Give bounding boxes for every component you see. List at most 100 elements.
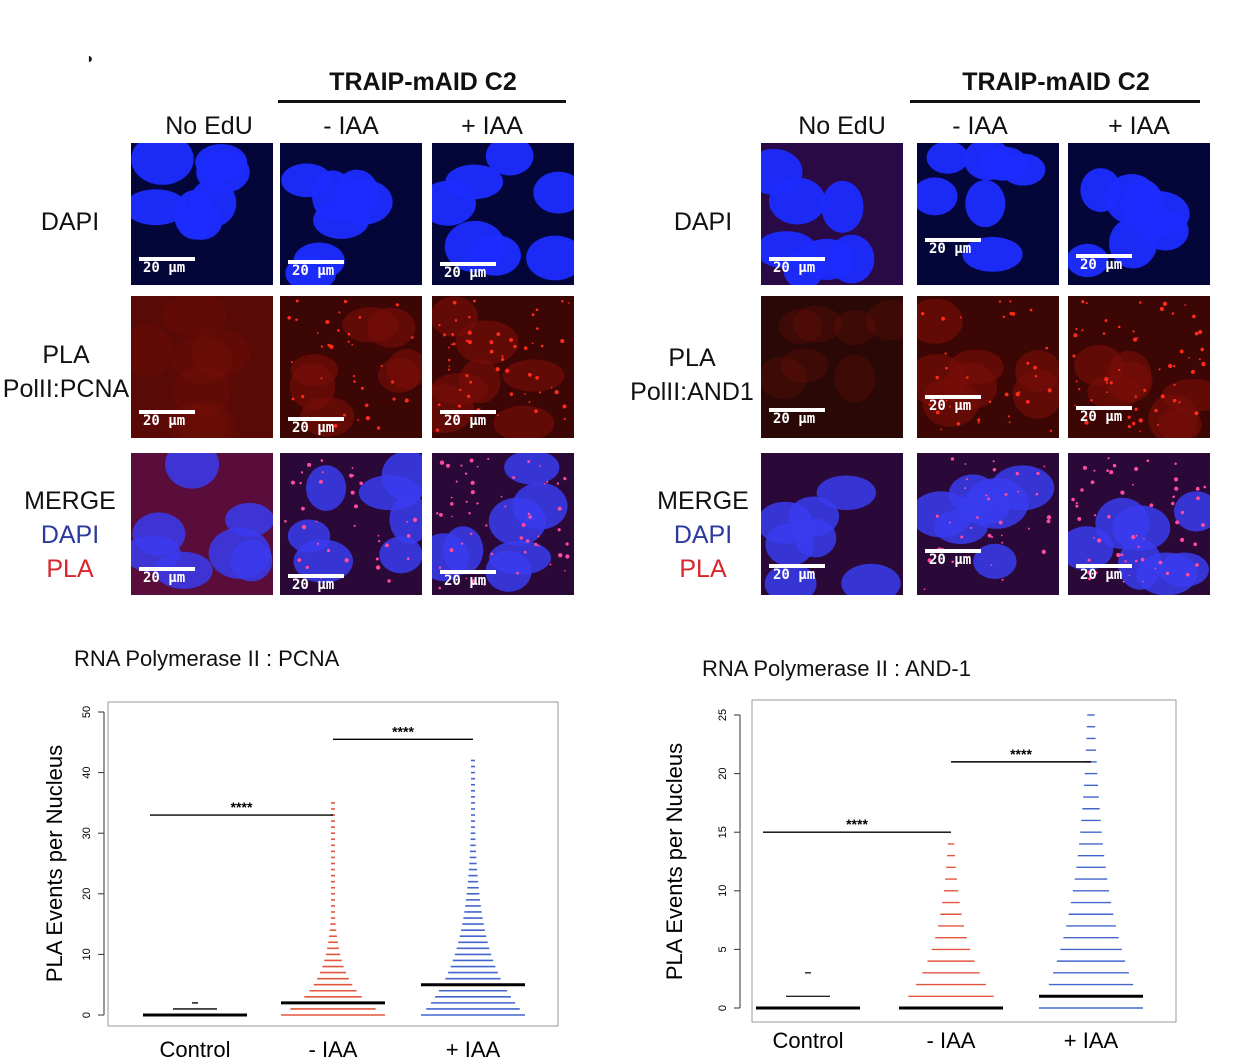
left-col-label-minus-iaa: - IAA <box>323 112 379 140</box>
y-tick-label: 5 <box>717 946 729 952</box>
scale-bar-label: 20 μm <box>143 413 186 429</box>
significance-label: **** <box>1010 746 1032 762</box>
significance-label: **** <box>846 816 868 832</box>
right-image-pla-no-edu: 20 μm <box>761 296 903 438</box>
scale-bar <box>139 567 195 571</box>
chart-left-title: RNA Polymerase II : PCNA <box>74 646 340 671</box>
right-row-label-merge: MERGE DAPI PLA <box>657 487 749 583</box>
y-tick-label: 0 <box>717 1005 729 1011</box>
left-image-pla-no-edu: 20 μm <box>131 296 273 438</box>
right-image-merge-minus-iaa: 20 μm <box>917 453 1059 595</box>
scale-bar-label: 20 μm <box>773 411 816 427</box>
scale-bar-label: 20 μm <box>444 573 487 589</box>
scale-bar <box>440 262 496 266</box>
left-image-merge-plus-iaa: 20 μm <box>432 453 574 595</box>
x-category-label-control: Control <box>773 1028 844 1053</box>
scale-bar <box>769 564 825 568</box>
left-image-pla-plus-iaa: 20 μm <box>432 296 574 438</box>
scale-bar-label: 20 μm <box>929 552 972 568</box>
left-col-label-plus-iaa: + IAA <box>461 112 523 140</box>
scale-bar <box>925 395 981 399</box>
x-category-label-control: Control <box>160 1037 231 1062</box>
scale-bar <box>288 417 344 421</box>
right-image-pla-plus-iaa: 20 μm <box>1068 296 1210 438</box>
right-image-dapi-minus-iaa: 20 μm <box>917 143 1059 285</box>
y-axis-label: PLA Events per Nucleus <box>662 743 687 980</box>
y-tick-label: 20 <box>717 767 729 779</box>
left-image-pla-minus-iaa: 20 μm <box>280 296 422 438</box>
scale-bar <box>769 257 825 261</box>
scale-bar <box>440 570 496 574</box>
scale-bar <box>1076 406 1132 410</box>
right-group-title: TRAIP-mAID C2 <box>962 68 1150 96</box>
scale-bar-label: 20 μm <box>929 398 972 414</box>
left-image-merge-no-edu: 20 μm <box>131 453 273 595</box>
scale-bar-label: 20 μm <box>1080 409 1123 425</box>
scale-bar-label: 20 μm <box>292 263 335 279</box>
plot-frame <box>107 701 559 1027</box>
right-image-merge-plus-iaa: 20 μm <box>1068 453 1210 595</box>
scale-bar <box>925 549 981 553</box>
left-image-dapi-minus-iaa: 20 μm <box>280 143 422 285</box>
scale-bar-label: 20 μm <box>143 260 186 276</box>
right-col-label-plus-iaa: + IAA <box>1108 112 1170 140</box>
y-tick-label: 20 <box>81 888 93 900</box>
right-col-label-no-edu: No EdU <box>798 112 886 140</box>
plot-frame <box>751 699 1177 1023</box>
left-row-label-pla: PLA PolII:PCNA <box>2 341 130 403</box>
scale-bar-label: 20 μm <box>143 570 186 586</box>
right-group-rule <box>910 100 1200 103</box>
right-image-dapi-plus-iaa: 20 μm <box>1068 143 1210 285</box>
scale-bar-label: 20 μm <box>1080 567 1123 583</box>
scale-bar-label: 20 μm <box>292 420 335 436</box>
scale-bar <box>1076 564 1132 568</box>
significance-label: **** <box>392 723 414 739</box>
y-tick-label: 0 <box>81 1012 93 1018</box>
right-col-label-minus-iaa: - IAA <box>952 112 1008 140</box>
y-tick-label: 40 <box>81 766 93 778</box>
y-tick-label: 15 <box>717 826 729 838</box>
x-category-label-minus-iaa: - IAA <box>309 1037 358 1062</box>
x-category-label-plus-iaa: + IAA <box>1064 1028 1119 1053</box>
scale-bar <box>1076 254 1132 258</box>
scale-bar-label: 20 μm <box>1080 257 1123 273</box>
scale-bar-label: 20 μm <box>444 265 487 281</box>
significance-label: **** <box>231 799 253 815</box>
left-image-dapi-plus-iaa: 20 μm <box>432 143 574 285</box>
left-group-title: TRAIP-mAID C2 <box>329 68 517 96</box>
scale-bar-label: 20 μm <box>773 260 816 276</box>
y-tick-label: 10 <box>81 948 93 960</box>
right-image-merge-no-edu: 20 μm <box>761 453 903 595</box>
y-tick-label: 30 <box>81 827 93 839</box>
y-axis-label: PLA Events per Nucleus <box>42 745 67 982</box>
scale-bar <box>925 238 981 242</box>
left-row-label-merge: MERGE DAPI PLA <box>24 487 116 583</box>
left-image-dapi-no-edu: 20 μm <box>131 143 273 285</box>
left-image-merge-minus-iaa: 20 μm <box>280 453 422 595</box>
left-row-label-dapi: DAPI <box>40 208 100 236</box>
scale-bar <box>440 410 496 414</box>
right-row-label-pla: PLA PolII:AND1 <box>630 344 754 406</box>
y-tick-label: 50 <box>81 706 93 718</box>
left-group-rule <box>278 100 566 103</box>
left-col-label-no-edu: No EdU <box>165 112 253 140</box>
scale-bar <box>139 257 195 261</box>
right-row-label-dapi: DAPI <box>673 208 733 236</box>
figure-marker: ◗ <box>86 50 95 66</box>
y-tick-label: 25 <box>717 709 729 721</box>
scale-bar <box>769 408 825 412</box>
x-category-label-plus-iaa: + IAA <box>446 1037 501 1062</box>
chart-left: 0 10 20 30 40 50 PLA Events per Nucleus Control… <box>42 701 559 1062</box>
right-image-dapi-no-edu: 20 μm <box>761 143 903 285</box>
scale-bar-label: 20 μm <box>444 413 487 429</box>
scale-bar <box>288 574 344 578</box>
y-tick-label: 10 <box>717 885 729 897</box>
x-category-label-minus-iaa: - IAA <box>927 1028 976 1053</box>
chart-right-title: RNA Polymerase II : AND-1 <box>702 656 971 681</box>
scale-bar <box>139 410 195 414</box>
scale-bar <box>288 260 344 264</box>
scale-bar-label: 20 μm <box>773 567 816 583</box>
right-image-pla-minus-iaa: 20 μm <box>917 296 1059 438</box>
chart-right: 0 5 10 15 20 25 PLA Events per Nucleus Control -… <box>662 699 1177 1053</box>
scale-bar-label: 20 μm <box>292 577 335 593</box>
